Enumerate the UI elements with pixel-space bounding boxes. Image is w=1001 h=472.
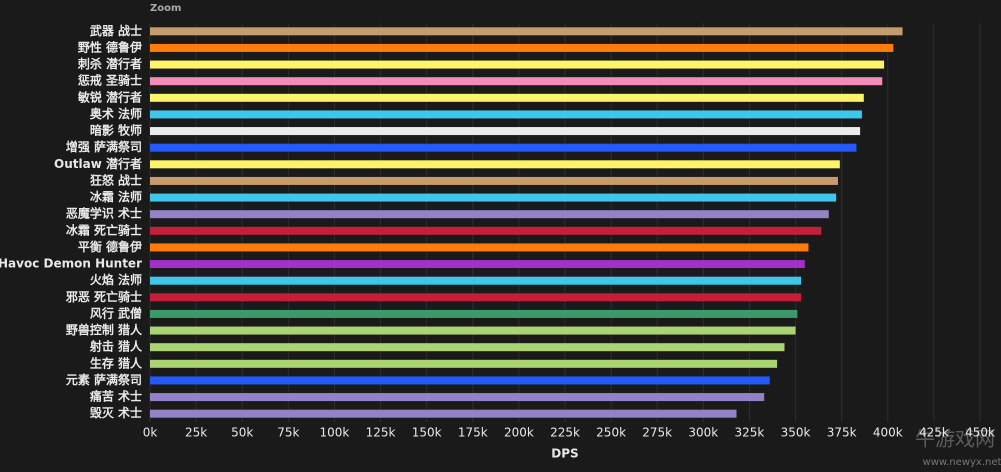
- bar: [150, 176, 838, 185]
- y-tick-label: 惩戒 圣骑士: [78, 73, 142, 88]
- y-tick-label: 野性 德鲁伊: [78, 39, 142, 54]
- bar: [150, 309, 798, 318]
- y-tick-label: 冰霜 法师: [90, 189, 142, 204]
- bar: [150, 276, 802, 285]
- bar: [150, 393, 765, 402]
- x-tick-label: 200k: [504, 426, 534, 440]
- bar: [150, 343, 785, 352]
- x-tick-label: 0k: [143, 426, 158, 440]
- y-tick-label: 武器 战士: [90, 23, 142, 38]
- x-tick-label: 300k: [688, 426, 718, 440]
- bar: [150, 110, 862, 119]
- y-tick-label: 毁灭 术士: [90, 405, 142, 420]
- bar: [150, 60, 885, 69]
- x-tick-label: 325k: [735, 426, 765, 440]
- y-tick-label: 冰霜 死亡骑士: [66, 222, 142, 237]
- bar: [150, 160, 840, 169]
- y-tick-label: 恶魔学识 术士: [66, 206, 142, 221]
- y-tick-label: 狂怒 战士: [90, 172, 142, 187]
- y-tick-label: 射击 猎人: [89, 339, 143, 354]
- bar: [150, 93, 864, 102]
- y-tick-label: 生存 猎人: [90, 355, 143, 370]
- bar: [150, 293, 802, 302]
- bar: [150, 77, 883, 86]
- x-tick-label: 350k: [781, 426, 811, 440]
- y-tick-label: 风行 武僧: [90, 305, 142, 320]
- bar: [150, 243, 809, 252]
- y-tick-label: 增强 萨满祭司: [66, 139, 142, 154]
- y-tick-label: 平衡 德鲁伊: [78, 239, 142, 254]
- x-tick-label: 25k: [185, 426, 207, 440]
- bar: [150, 193, 837, 202]
- x-tick-label: 250k: [596, 426, 626, 440]
- y-tick-label: 火焰 法师: [90, 272, 142, 287]
- bar: [150, 43, 894, 52]
- zoom-label[interactable]: Zoom: [150, 3, 181, 14]
- y-tick-label: 奥术 法师: [90, 106, 142, 121]
- bar: [150, 210, 829, 219]
- y-tick-label: 暗影 牧师: [90, 123, 142, 138]
- x-axis-title: DPS: [551, 447, 578, 461]
- x-tick-label: 75k: [277, 426, 299, 440]
- y-tick-label: 邪恶 死亡骑士: [65, 289, 142, 304]
- y-tick-label: 刺杀 潜行者: [77, 56, 142, 71]
- bar: [150, 143, 857, 152]
- x-tick-label: 50k: [231, 426, 253, 440]
- bar: [150, 376, 770, 385]
- bar: [150, 359, 778, 368]
- x-tick-label: 100k: [320, 426, 350, 440]
- y-tick-label: 痛苦 术士: [89, 389, 142, 404]
- x-tick-label: 425k: [919, 426, 949, 440]
- bar: [150, 409, 737, 418]
- x-tick-label: 125k: [366, 426, 396, 440]
- x-tick-label: 275k: [642, 426, 672, 440]
- x-tick-label: 375k: [827, 426, 857, 440]
- x-tick-label: 150k: [412, 426, 442, 440]
- watermark-url: www.newyx.net: [923, 457, 1001, 468]
- y-tick-label: Havoc Demon Hunter: [0, 257, 142, 271]
- x-tick-label: 225k: [550, 426, 580, 440]
- bar: [150, 27, 903, 36]
- y-tick-label: 野兽控制 猎人: [66, 322, 143, 337]
- x-tick-label: 400k: [873, 426, 903, 440]
- y-tick-label: Outlaw 潜行者: [54, 156, 142, 171]
- bar: [150, 326, 796, 335]
- bar: [150, 127, 861, 136]
- watermark: 牛游戏网: [915, 427, 995, 451]
- bar: [150, 226, 822, 235]
- y-tick-label: 元素 萨满祭司: [66, 372, 142, 387]
- x-tick-label: 175k: [458, 426, 488, 440]
- x-tick-label: 450k: [965, 426, 995, 440]
- bar: [150, 260, 805, 269]
- y-tick-label: 敏锐 潜行者: [77, 89, 142, 104]
